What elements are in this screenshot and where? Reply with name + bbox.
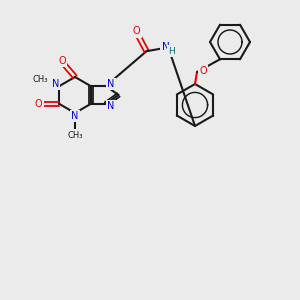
Text: N: N	[107, 79, 115, 89]
Text: CH₃: CH₃	[67, 130, 83, 140]
Text: O: O	[34, 99, 42, 109]
Text: N: N	[52, 79, 59, 89]
Text: CH₃: CH₃	[33, 76, 48, 85]
Text: H: H	[168, 47, 175, 56]
Text: N: N	[162, 42, 170, 52]
Text: N: N	[71, 111, 79, 121]
Text: O: O	[58, 56, 66, 66]
Text: O: O	[133, 26, 140, 36]
Text: O: O	[199, 66, 207, 76]
Text: N: N	[107, 101, 115, 111]
